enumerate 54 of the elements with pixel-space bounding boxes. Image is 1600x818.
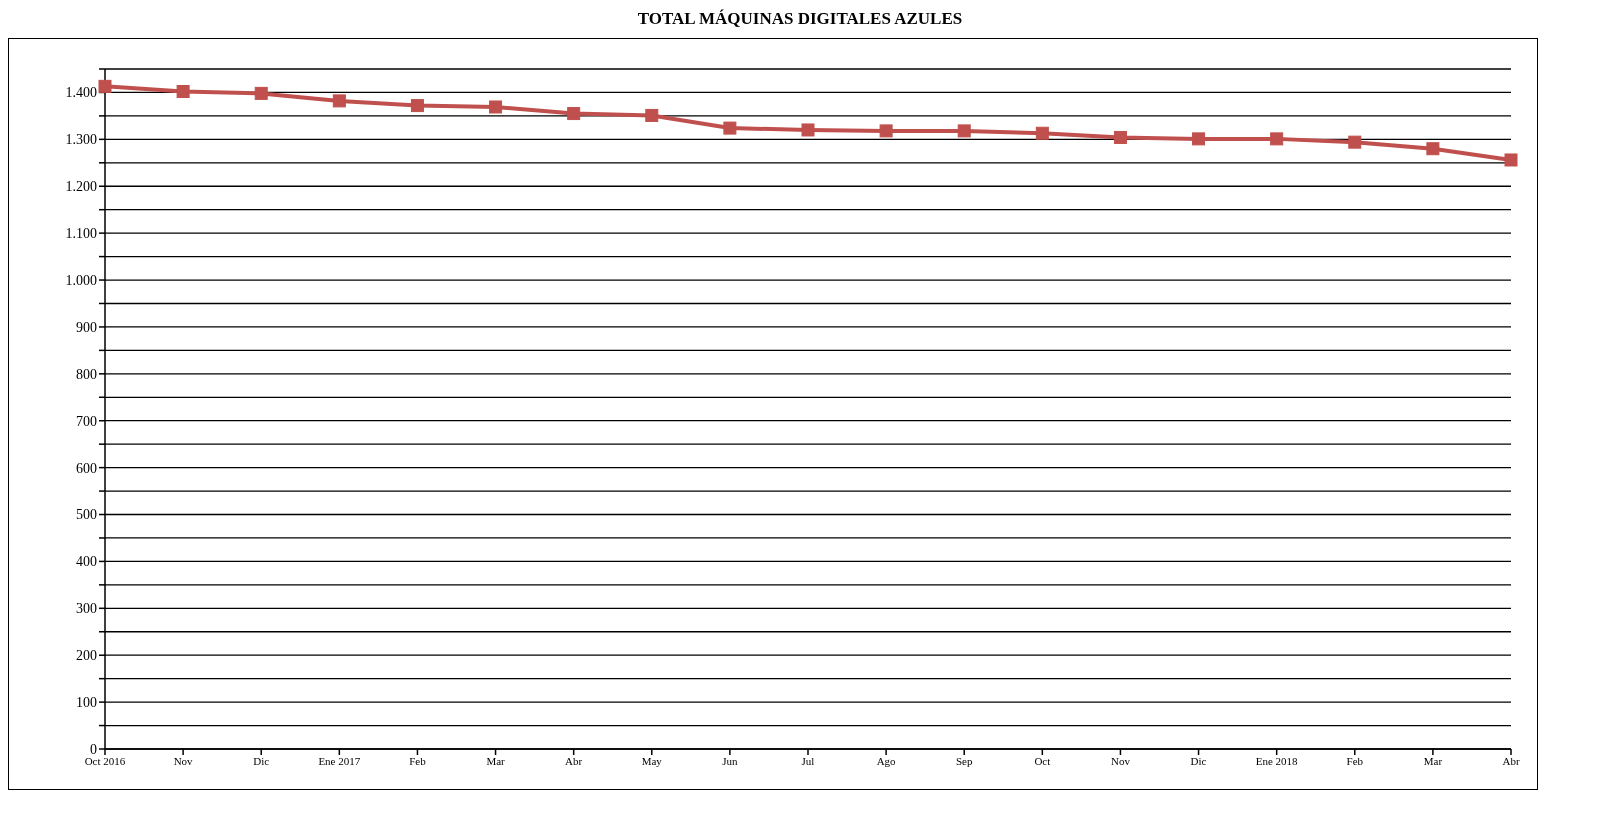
point — [1426, 142, 1440, 156]
point — [879, 124, 893, 138]
x-tick-label: Sep — [955, 754, 973, 767]
point — [567, 107, 581, 121]
point — [332, 94, 346, 108]
point — [645, 108, 659, 122]
y-tick-label: 1.400 — [65, 85, 97, 101]
x-tick-label: Jul — [801, 754, 815, 767]
point — [1348, 135, 1362, 149]
y-tick-label: 900 — [76, 319, 97, 335]
point — [489, 100, 503, 114]
point — [723, 121, 737, 135]
y-tick-label: 500 — [76, 507, 97, 523]
y-tick-label: 800 — [76, 366, 97, 382]
y-tick-label: 1.300 — [65, 132, 97, 148]
x-tick-label: Feb — [1346, 754, 1364, 767]
point — [98, 79, 112, 93]
x-tick-label: Nov — [1110, 754, 1131, 767]
y-tick-label: 1.200 — [65, 179, 97, 195]
x-tick-label: Mar — [1423, 754, 1443, 767]
point — [1270, 132, 1284, 146]
x-tick-label: Jun — [722, 754, 739, 767]
x-tick-label: Ago — [876, 754, 897, 767]
point — [957, 124, 971, 138]
x-tick-label: May — [641, 754, 663, 767]
y-tick-label: 100 — [76, 695, 97, 711]
chart-title: TOTAL MÁQUINAS DIGITALES AZULES — [636, 8, 964, 30]
point — [801, 123, 815, 137]
y-tick-label: 0 — [90, 741, 97, 757]
point — [254, 86, 268, 100]
x-tick-label: Abr — [565, 754, 583, 767]
x-tick-label: Oct 2016 — [84, 754, 126, 767]
x-tick-label: Ene 2017 — [318, 754, 361, 767]
x-tick-label: Dic — [253, 754, 270, 767]
y-tick-label: 1.000 — [65, 273, 97, 288]
point — [1504, 153, 1518, 167]
y-tick-label: 1.100 — [65, 226, 97, 242]
point — [1192, 132, 1206, 146]
x-tick-label: Nov — [173, 754, 194, 767]
x-tick-label: Oct — [1034, 754, 1051, 767]
x-tick-label: Dic — [1190, 754, 1207, 767]
y-tick-label: 600 — [76, 460, 97, 476]
point — [176, 85, 190, 99]
point — [1113, 130, 1127, 144]
y-tick-label: 400 — [76, 554, 97, 570]
point — [410, 99, 424, 113]
y-tick-label: 700 — [76, 413, 97, 429]
point — [1035, 126, 1049, 140]
x-tick-label: Abr — [1502, 754, 1520, 767]
x-tick-label: Ene 2018 — [1255, 754, 1299, 767]
y-tick-label: 300 — [76, 601, 97, 617]
y-tick-label: 200 — [76, 648, 97, 664]
x-tick-label: Mar — [486, 754, 506, 767]
x-tick-label: Feb — [409, 754, 427, 767]
